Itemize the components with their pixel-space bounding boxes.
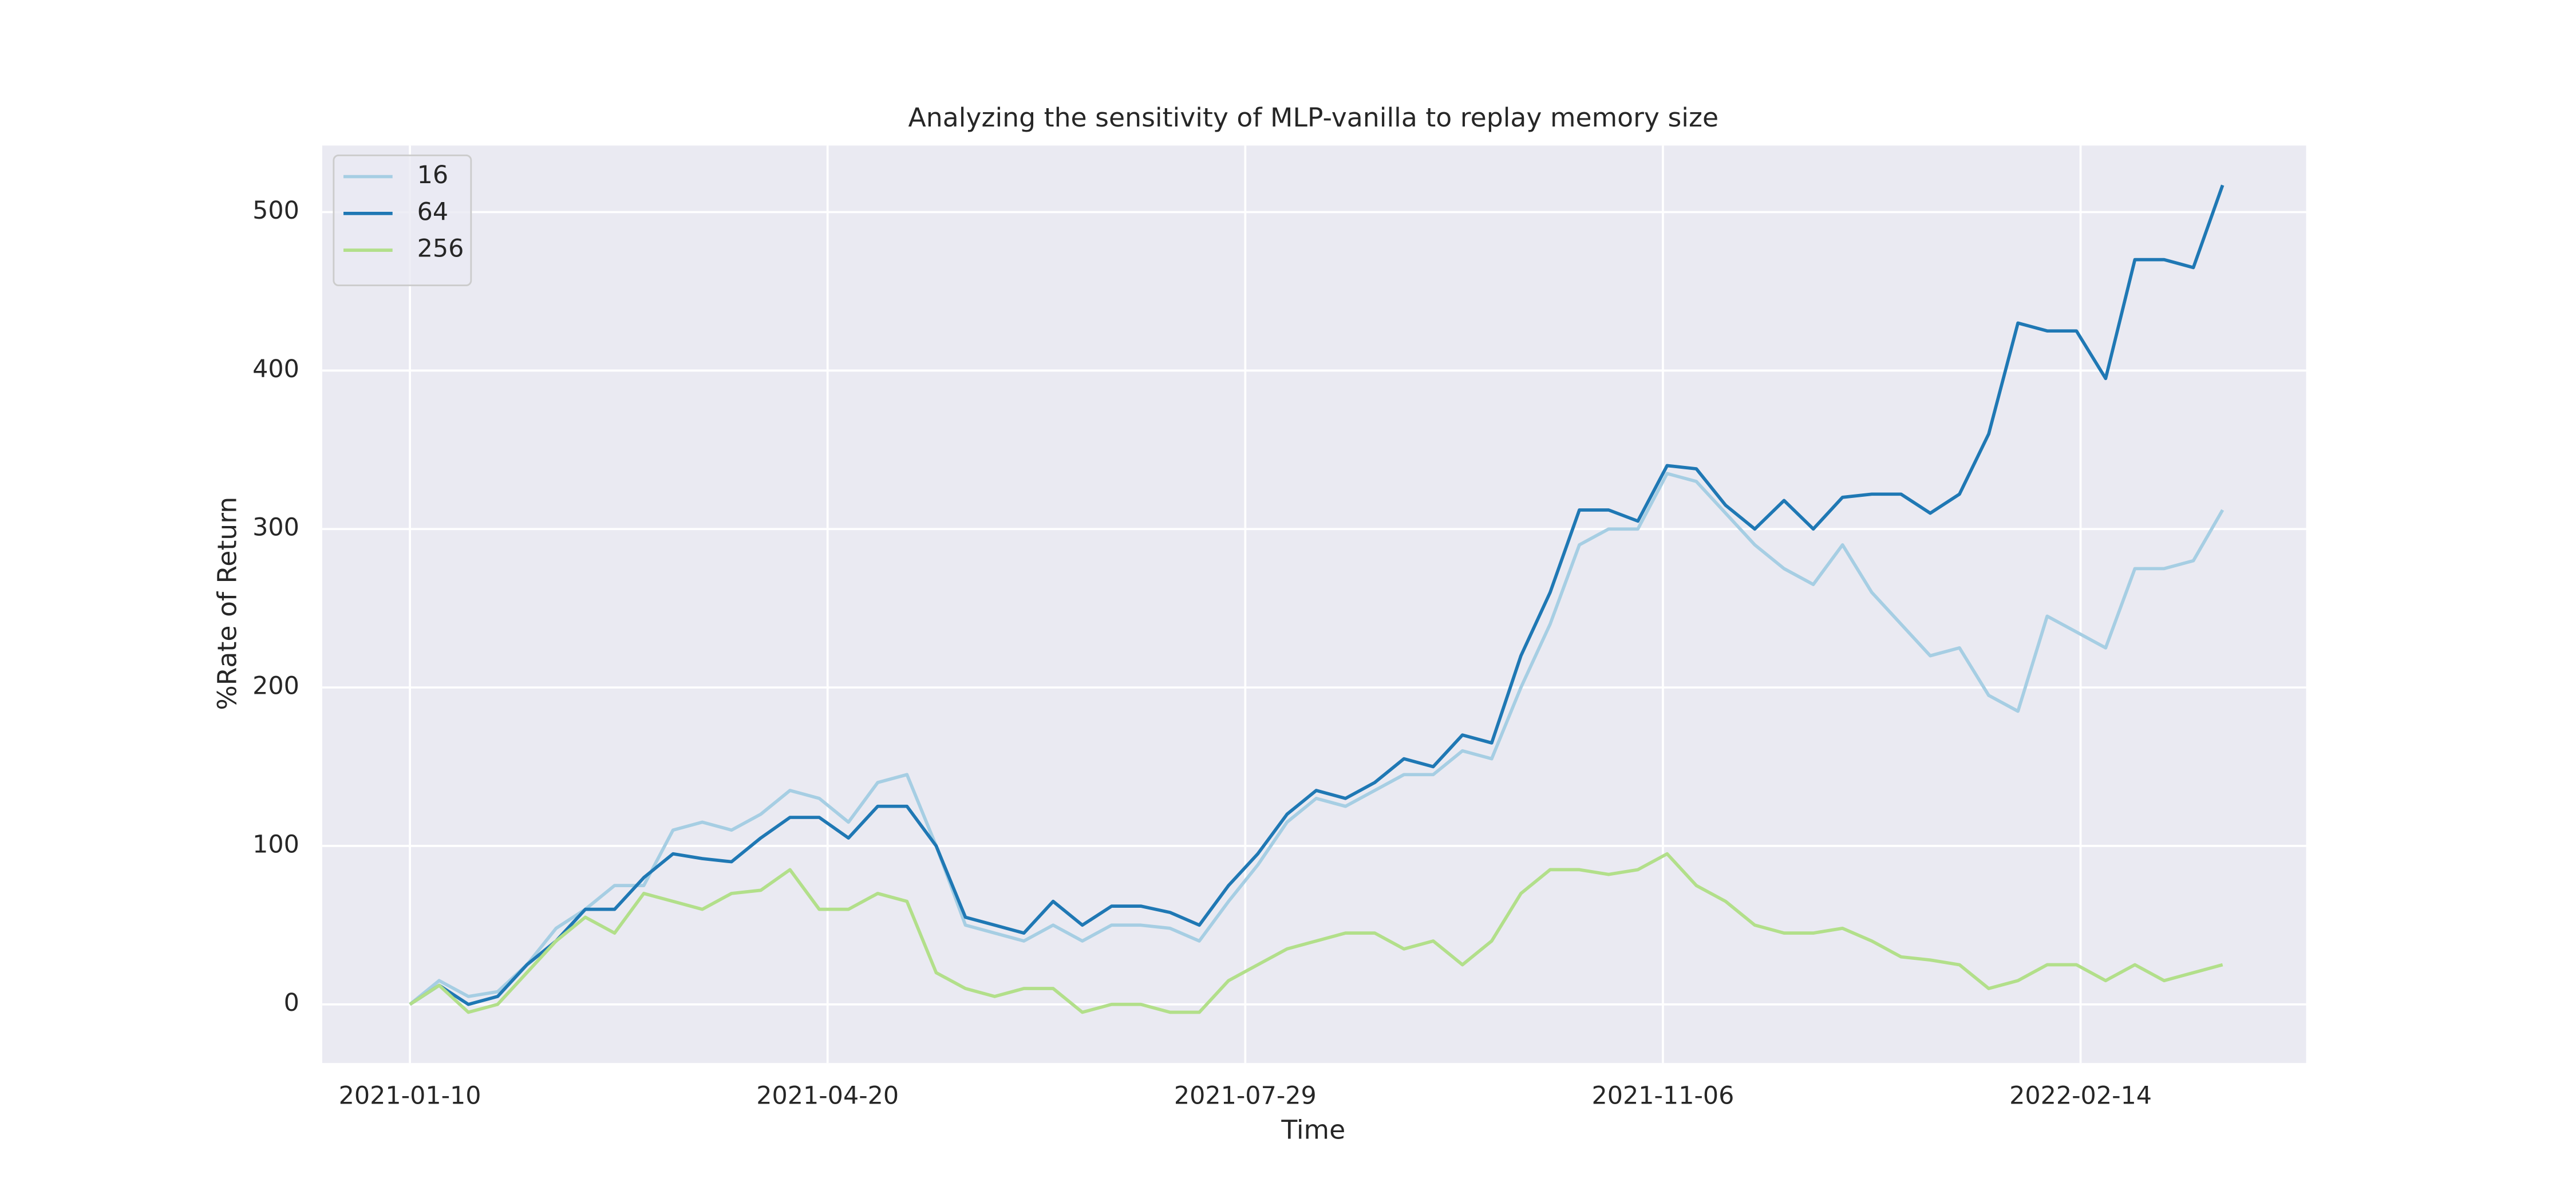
series-line	[409, 852, 2223, 1014]
y-tick-label: 300	[252, 513, 299, 542]
x-tick-label: 2021-07-29	[1174, 1082, 1317, 1110]
chart-title: Analyzing the sensitivity of MLP-vanilla…	[908, 102, 1718, 133]
legend-box	[333, 155, 472, 286]
series-line	[409, 184, 2225, 1006]
legend-label: 256	[417, 235, 464, 263]
y-tick-label: 400	[252, 355, 299, 383]
x-tick-label: 2021-01-10	[339, 1082, 481, 1110]
legend-label: 64	[417, 197, 449, 226]
series-line	[409, 472, 2225, 1006]
y-tick-label: 200	[252, 672, 299, 701]
y-tick-label: 0	[284, 989, 299, 1017]
plot-area	[322, 145, 2306, 1063]
y-tick-label: 500	[252, 196, 299, 225]
x-tick-label: 2021-04-20	[756, 1082, 899, 1110]
x-axis-label: Time	[1281, 1115, 1345, 1145]
y-tick-label: 100	[252, 830, 299, 859]
y-axis-label: %Rate of Return	[212, 497, 243, 710]
x-tick-label: 2022-02-14	[2009, 1082, 2152, 1110]
legend-label: 16	[417, 161, 449, 189]
x-tick-label: 2021-11-06	[1591, 1082, 1734, 1110]
